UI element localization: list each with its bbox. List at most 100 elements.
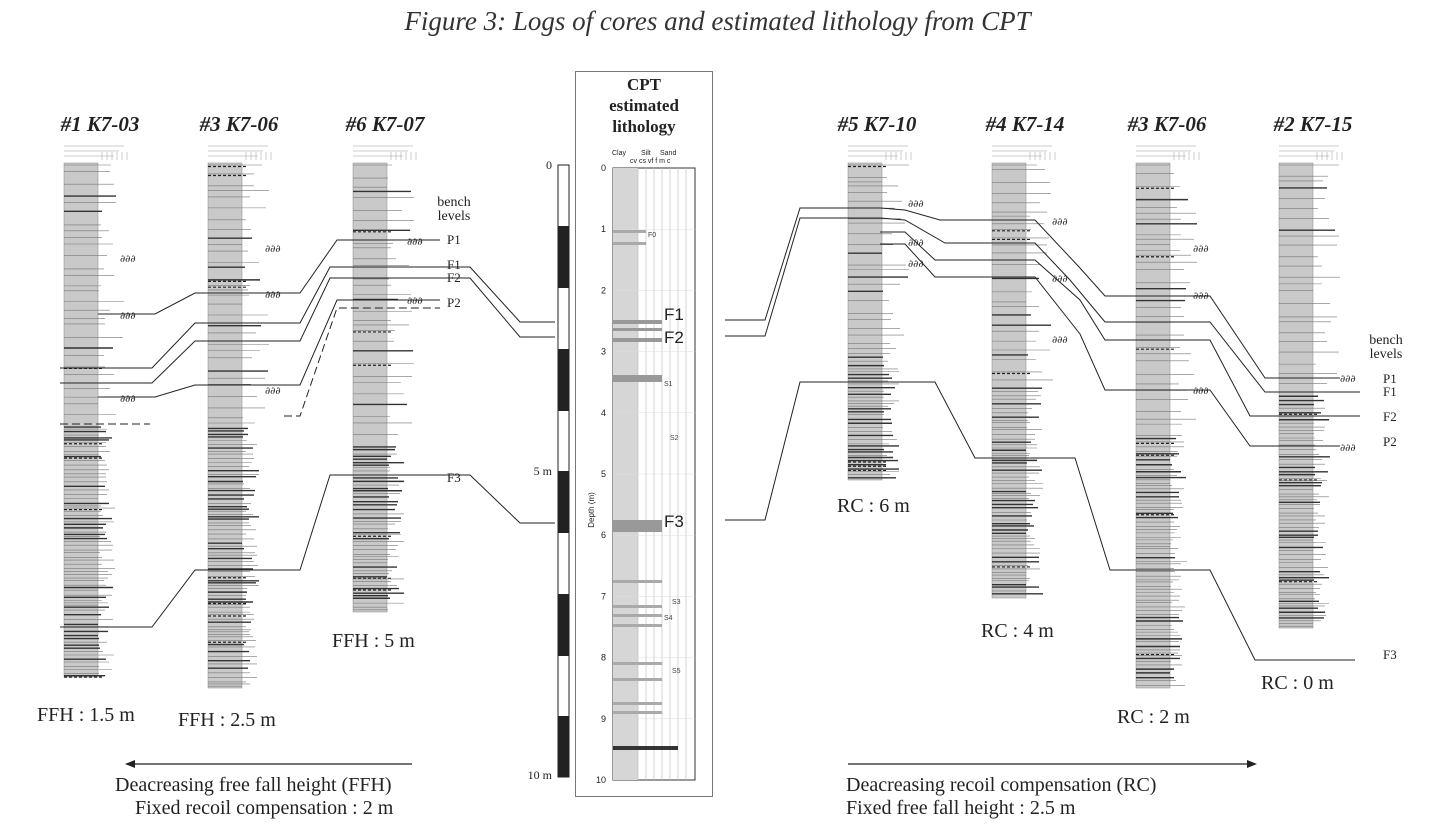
core-header-scale [848,145,912,160]
caption-ffh-5: FFH : 5 m [332,630,415,652]
depth-scale-bar: 0 5 m 10 m [528,158,570,782]
cpt-depth-tick: 5 [601,469,606,479]
cpt-head-sub: cv cs vf f m c [630,158,671,165]
core-header-scale [208,145,272,160]
cpt-depth-tick: 7 [601,591,606,601]
cpt-layer-band [613,320,662,324]
bench-p1-left: P1 [447,232,461,247]
cpt-depth-axis-label: Depth (m) [587,492,596,528]
cpt-depth-tick: 6 [601,530,606,540]
shell-icon: ∂∂∂ [1193,291,1209,302]
bench-f2-right: F2 [1383,409,1397,424]
core-header-scale [1279,145,1343,160]
core-label-k7-14: #4 K7-14 [985,112,1065,136]
cpt-title-line3: lithology [612,117,676,136]
bench-f3-right: F3 [1383,647,1397,662]
cpt-layer-band [613,746,678,750]
corr-line-p1-left [98,239,440,315]
cpt-head-sand: Sand [660,150,676,157]
right-arrow [848,760,1257,768]
core-logs [63,145,1343,689]
cpt-marker-f1: F1 [664,305,684,324]
shell-icon: ∂∂∂ [1052,335,1068,346]
cpt-head-clay: Clay [612,150,627,157]
shell-icon: ∂∂∂ [265,290,281,301]
core-header-scale [1136,145,1200,160]
right-note-line1: Deacreasing recoil compensation (RC) [846,774,1157,796]
cpt-layer-band [613,702,662,705]
cpt-layer-band [613,678,662,681]
cpt-depth-tick: 10 [596,775,606,785]
shell-icon: ∂∂∂ [908,199,924,210]
core-header-scale [64,145,128,160]
cpt-layer-band [613,580,662,583]
core-header-scale [992,145,1056,160]
core-label-k7-10: #5 K7-10 [837,112,917,136]
cpt-layer-band [613,338,662,342]
bench-f1-right: F1 [1383,384,1397,399]
corr-line-dashed-left [284,307,440,417]
cpt-marker-s4: S4 [664,615,673,622]
cpt-marker-s3: S3 [672,599,681,606]
corr-line-f2-left [60,277,555,384]
left-note-line2: Fixed recoil compensation : 2 m [135,797,394,819]
cpt-layer-band [613,242,646,245]
cpt-layer-band [613,624,662,627]
caption-rc-4: RC : 4 m [981,620,1054,642]
core-log-k7-10 [847,145,912,481]
shell-icon: ∂∂∂ [908,259,924,270]
left-note-line1: Deacreasing free fall height (FFH) [115,774,392,796]
bench-f1-left: F1 [447,257,461,272]
cpt-layer-band [613,614,662,617]
cpt-marker-f2: F2 [664,328,684,347]
right-note-line2: Fixed free fall height : 2.5 m [846,797,1076,819]
caption-rc-2: RC : 2 m [1117,706,1190,728]
cpt-marker-s1: S1 [664,381,673,388]
core-log-k7-03 [63,145,128,678]
cpt-layer-band [613,605,662,608]
cpt-layer-band [613,662,662,665]
cpt-marker-s2: S2 [670,435,679,442]
cpt-layer-band [613,711,662,714]
core-label-k7-07: #6 K7-07 [345,112,425,136]
core-label-k7-15: #2 K7-15 [1273,112,1353,136]
cpt-marker-f0: F0 [648,232,656,239]
corr-line-f2-right [880,231,1360,417]
cpt-panel [575,71,713,797]
shell-icon: ∂∂∂ [407,237,423,248]
corr-line-f1-left [60,266,555,369]
shell-icon: ∂∂∂ [120,254,136,265]
corr-line-f3-left [60,474,555,628]
caption-ffh-2-5: FFH : 2.5 m [178,709,276,731]
core-header-scale [353,145,417,160]
cpt-title: CPT estimated lithology [575,74,713,137]
cpt-depth-tick: 0 [601,163,606,173]
shell-icon: ∂∂∂ [120,394,136,405]
core-log-k7-07 [352,145,417,613]
shell-symbols: ∂∂∂ ∂∂∂ ∂∂∂ ∂∂∂ ∂∂∂ ∂∂∂ ∂∂∂ ∂∂∂ ∂∂∂ ∂∂∂ ∂∂∂ ∂∂∂ ∂∂∂ ∂… [120,199,1356,454]
caption-rc-0: RC : 0 m [1261,672,1334,694]
core-label-k7-06-left: #3 K7-06 [199,112,279,136]
bench-f3-left: F3 [447,470,461,485]
cpt-title-line1: CPT [627,75,661,94]
cpt-layer-band [613,230,646,233]
scale-label-bottom: 10 m [528,768,553,782]
caption-rc-6: RC : 6 m [837,495,910,517]
correlation-lines [60,207,1360,661]
core-log-k7-15 [1278,145,1343,629]
core-log-k7-14 [991,145,1056,599]
bench-p2-left: P2 [447,295,461,310]
cpt-depth-tick: 8 [601,653,606,663]
corr-line-f3-right [725,381,1355,661]
bench-p2-right: P2 [1383,434,1397,449]
corr-line-f1-right [725,217,1360,393]
scale-label-top: 0 [546,158,552,172]
shell-icon: ∂∂∂ [1052,274,1068,285]
cpt-layer-band [613,375,662,382]
shell-icon: ∂∂∂ [1340,443,1356,454]
shell-icon: ∂∂∂ [120,311,136,322]
cpt-title-line2: estimated [609,96,679,115]
cpt-depth-tick: 2 [601,285,606,295]
bench-levels-label-left: bench levels [437,195,471,224]
